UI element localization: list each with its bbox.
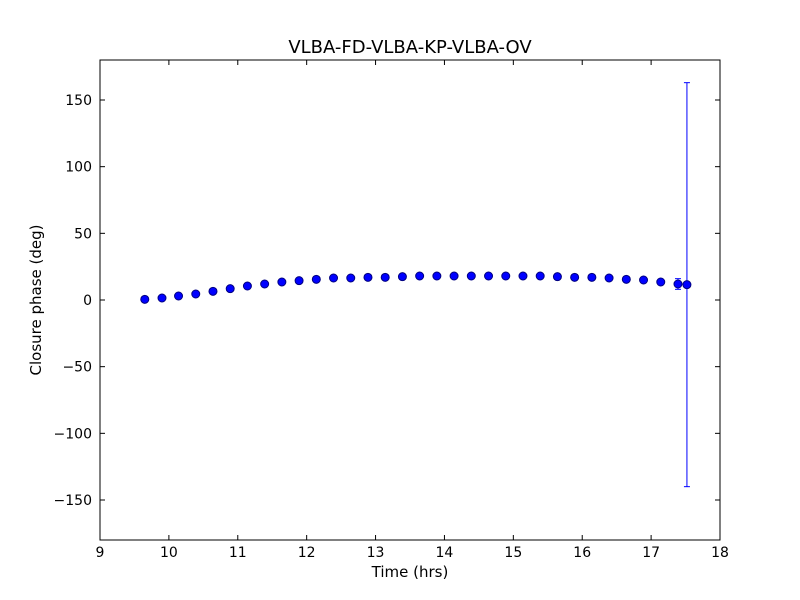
data-markers [140, 271, 692, 304]
data-point [484, 271, 494, 281]
y-tick-label: −150 [54, 493, 92, 509]
data-point [174, 291, 184, 301]
data-point [535, 271, 545, 281]
data-point [140, 294, 150, 304]
y-axis-label: Closure phase (deg) [27, 225, 45, 376]
data-point [570, 272, 580, 282]
data-point [501, 271, 511, 281]
y-tick-label: 100 [65, 160, 92, 176]
y-tick-label: −50 [62, 360, 92, 376]
data-point [380, 272, 390, 282]
x-tick-label: 16 [573, 545, 591, 561]
data-point [552, 272, 562, 282]
data-point [157, 293, 167, 303]
x-axis-label: Time (hrs) [371, 563, 449, 581]
x-tick-label: 17 [642, 545, 660, 561]
y-tick-label: −100 [54, 426, 92, 442]
data-point [397, 272, 407, 282]
data-point [621, 274, 631, 284]
data-point [277, 277, 287, 287]
axis-ticks: 9 10 11 12 13 14 15 16 17 18 −150 −100 −50 0 50 100 150 [54, 60, 729, 561]
data-point [242, 281, 252, 291]
x-tick-label: 14 [436, 545, 454, 561]
x-tick-label: 13 [367, 545, 385, 561]
x-tick-label: 10 [160, 545, 178, 561]
data-point [466, 271, 476, 281]
data-point [432, 271, 442, 281]
axes-frame [99, 59, 721, 541]
data-point [208, 286, 218, 296]
x-tick-label: 15 [504, 545, 522, 561]
data-point [673, 279, 683, 289]
y-tick-label: 50 [74, 226, 92, 242]
data-point [346, 273, 356, 283]
data-point [294, 276, 304, 286]
data-point [225, 284, 235, 294]
data-point [518, 271, 528, 281]
data-point [587, 272, 597, 282]
x-tick-label: 11 [229, 545, 247, 561]
x-tick-label: 9 [96, 545, 105, 561]
chart-title: VLBA-FD-VLBA-KP-VLBA-OV [288, 37, 532, 58]
x-tick-label: 12 [298, 545, 316, 561]
data-point [639, 275, 649, 285]
data-point [191, 289, 201, 299]
data-point [260, 279, 270, 289]
data-point [415, 271, 425, 281]
data-point [656, 277, 666, 287]
data-point [311, 274, 321, 284]
y-tick-label: 0 [83, 293, 92, 309]
axes-background [100, 60, 720, 540]
data-point [604, 273, 614, 283]
plot-area [100, 60, 720, 540]
y-tick-label: 150 [65, 93, 92, 109]
data-point [363, 272, 373, 282]
data-point [449, 271, 459, 281]
data-point [682, 280, 692, 290]
data-point [329, 273, 339, 283]
x-tick-label: 18 [711, 545, 729, 561]
